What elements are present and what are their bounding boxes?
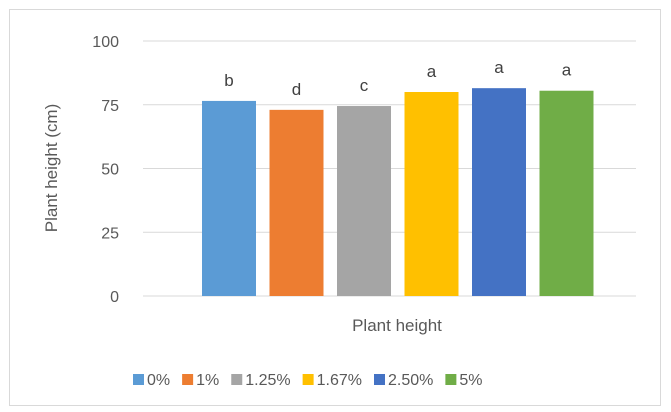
- bar: [202, 100, 256, 296]
- legend-swatch: [445, 374, 457, 385]
- y-tick-label: 100: [92, 34, 119, 51]
- legend-label: 0%: [147, 372, 170, 389]
- y-axis-title: Plant height (cm): [42, 104, 61, 233]
- significance-letter: a: [562, 61, 572, 80]
- bar: [269, 109, 324, 296]
- significance-letter: a: [427, 62, 437, 81]
- significance-letter: a: [494, 58, 504, 77]
- legend-swatch: [302, 374, 314, 385]
- legend-swatch: [182, 374, 194, 385]
- legend-label: 1.67%: [317, 372, 362, 389]
- bar: [337, 106, 391, 297]
- legend-label: 1.25%: [245, 372, 290, 389]
- y-tick-labels: 0 25 50 75 100: [92, 34, 119, 306]
- legend-label: 1%: [196, 372, 219, 389]
- y-tick-label: 50: [101, 162, 119, 179]
- significance-letter: b: [224, 71, 233, 90]
- legend-swatch: [374, 374, 385, 385]
- legend-label: 5%: [459, 372, 482, 389]
- significance-letters: b d c a a a: [224, 58, 572, 99]
- legend-swatch: [231, 374, 243, 385]
- bar: [472, 88, 526, 296]
- bar: [404, 92, 459, 296]
- significance-letter: d: [292, 80, 301, 99]
- bars: [202, 88, 594, 297]
- legend-label: 2.50%: [388, 372, 433, 389]
- legend-swatch: [133, 374, 144, 385]
- y-tick-label: 25: [101, 225, 119, 242]
- significance-letter: c: [360, 76, 369, 95]
- legend: 0% 1% 1.25% 1.67% 2.50% 5%: [133, 372, 483, 389]
- x-axis-title: Plant height: [352, 316, 442, 335]
- y-tick-label: 0: [110, 289, 119, 306]
- bar: [539, 90, 594, 296]
- y-tick-label: 75: [101, 98, 119, 115]
